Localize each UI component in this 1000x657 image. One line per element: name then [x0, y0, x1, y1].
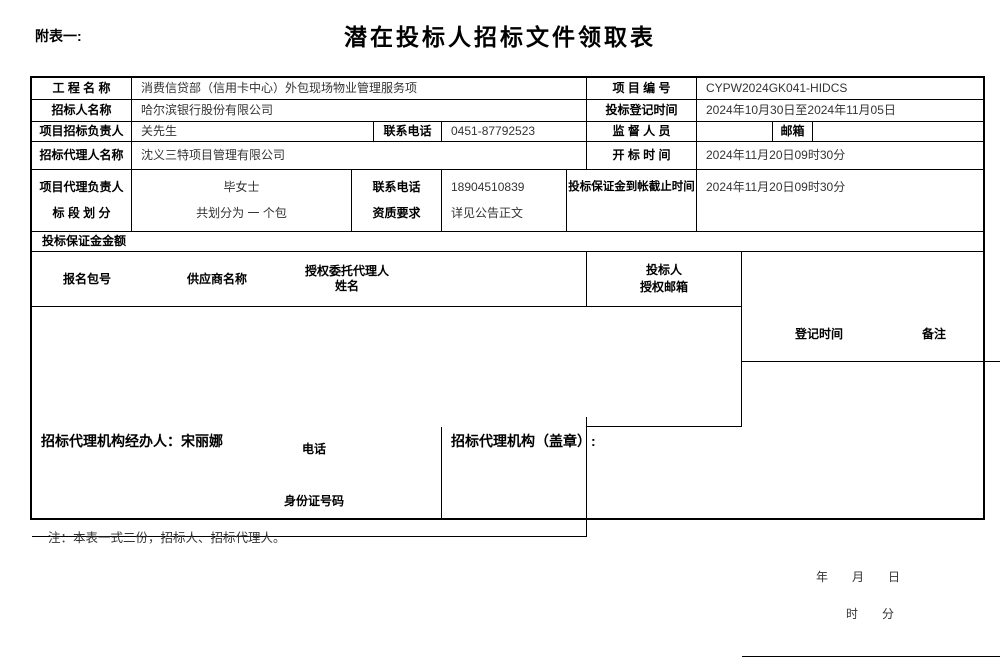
- remark-header: 备注: [921, 327, 947, 341]
- phone-and-qualification-values: 18904510839 详见公告正文: [442, 170, 567, 232]
- project-name-value: 消费信贷部（信用卡中心）外包现场物业管理服务项: [132, 78, 587, 100]
- page-title: 潜在投标人招标文件领取表: [344, 24, 656, 50]
- project-name-label: 工 程 名 称: [32, 78, 132, 100]
- agency-seal-cell: 招标代理机构（盖章）:: [451, 433, 596, 449]
- agent-lead-label: 项目代理负责人: [39, 180, 124, 195]
- agent-lead-value: 毕女士: [223, 180, 260, 195]
- project-number-value: CYPW2024GK041-HIDCS: [697, 78, 983, 100]
- time-placeholder: 时 分: [845, 607, 895, 621]
- id-number-field-label: 身份证号码: [283, 494, 345, 508]
- supervisor-label: 监 督 人 员: [587, 122, 697, 142]
- qualification-value: 详见公告正文: [451, 205, 524, 220]
- agent-phone-label: 联系电话: [372, 180, 421, 195]
- appendix-label: 附表一:: [35, 28, 82, 44]
- authorized-agent-header-line2: 姓名: [334, 279, 360, 293]
- deposit-deadline-label: 投标保证金到帐截止时间: [567, 170, 697, 232]
- register-body-datetime-cell: 年 月 日 时 分: [742, 537, 1000, 657]
- phone-and-qualification-labels: 联系电话 资质要求: [352, 170, 442, 232]
- supervisor-mailbox-cell: 邮箱: [697, 122, 983, 142]
- project-lead-value: 关先生: [132, 122, 374, 142]
- agent-lead-and-section-labels: 项目代理负责人 标 段 划 分: [32, 170, 132, 232]
- section-division-value: 共划分为 一 个包: [196, 205, 287, 220]
- bidder-name-value: 哈尔滨银行股份有限公司: [132, 100, 587, 122]
- agent-lead-and-section-values: 毕女士 共划分为 一 个包: [132, 170, 352, 232]
- deposit-deadline-value: 2024年11月20日09时30分: [697, 170, 983, 232]
- register-header-right: 登记时间 备注: [742, 307, 1000, 362]
- contact-phone-label: 联系电话: [374, 122, 442, 142]
- bid-agent-name-value: 沈义三特项目管理有限公司: [132, 142, 587, 170]
- registration-time-header: 登记时间: [794, 327, 844, 341]
- register-body-email-cell: [587, 307, 742, 427]
- date-placeholder: 年 月 日: [815, 570, 901, 584]
- project-number-label: 项 目 编 号: [587, 78, 697, 100]
- agency-handler-cell: 招标代理机构经办人：宋丽娜: [32, 427, 442, 518]
- registration-time-value: 2024年10月30日至2024年11月05日: [697, 100, 983, 122]
- supplier-header: 供应商名称: [186, 272, 248, 286]
- contact-phone-value: 0451-87792523: [442, 122, 587, 142]
- deposit-amount-label: 投标保证金金额: [32, 232, 983, 252]
- opening-time-label: 开 标 时 间: [587, 142, 697, 170]
- mailbox-label: 邮箱: [772, 122, 813, 141]
- authorized-agent-header: 授权委托代理人 姓名: [305, 264, 389, 294]
- bid-agent-name-label: 招标代理人名称: [32, 142, 132, 170]
- section-division-label: 标 段 划 分: [52, 205, 111, 220]
- registration-time-label: 投标登记时间: [587, 100, 697, 122]
- bidder-name-label: 招标人名称: [32, 100, 132, 122]
- phone-field-label: 电话: [301, 442, 327, 456]
- qualification-label: 资质要求: [372, 205, 421, 220]
- agent-phone-value: 18904510839: [451, 180, 525, 195]
- bidder-email-header-line1: 投标人: [645, 263, 682, 277]
- register-header-left: 报名包号 供应商名称 授权委托代理人 姓名: [32, 252, 587, 307]
- bidder-email-header: 投标人 授权邮箱: [587, 252, 742, 307]
- footer-note: 注：本表一式二份，招标人、招标代理人。: [48, 531, 286, 545]
- authorized-agent-header-line1: 授权委托代理人: [304, 264, 390, 278]
- register-body-left: 电话 身份证号码: [32, 417, 587, 537]
- project-lead-label: 项目招标负责人: [32, 122, 132, 142]
- package-no-header: 报名包号: [62, 272, 112, 286]
- tender-collection-form: 工 程 名 称 消费信贷部（信用卡中心）外包现场物业管理服务项 项 目 编 号 …: [30, 76, 1000, 657]
- mailbox-spacer: [697, 122, 772, 141]
- opening-time-value: 2024年11月20日09时30分: [697, 142, 983, 170]
- bidder-email-header-line2: 授权邮箱: [639, 280, 688, 294]
